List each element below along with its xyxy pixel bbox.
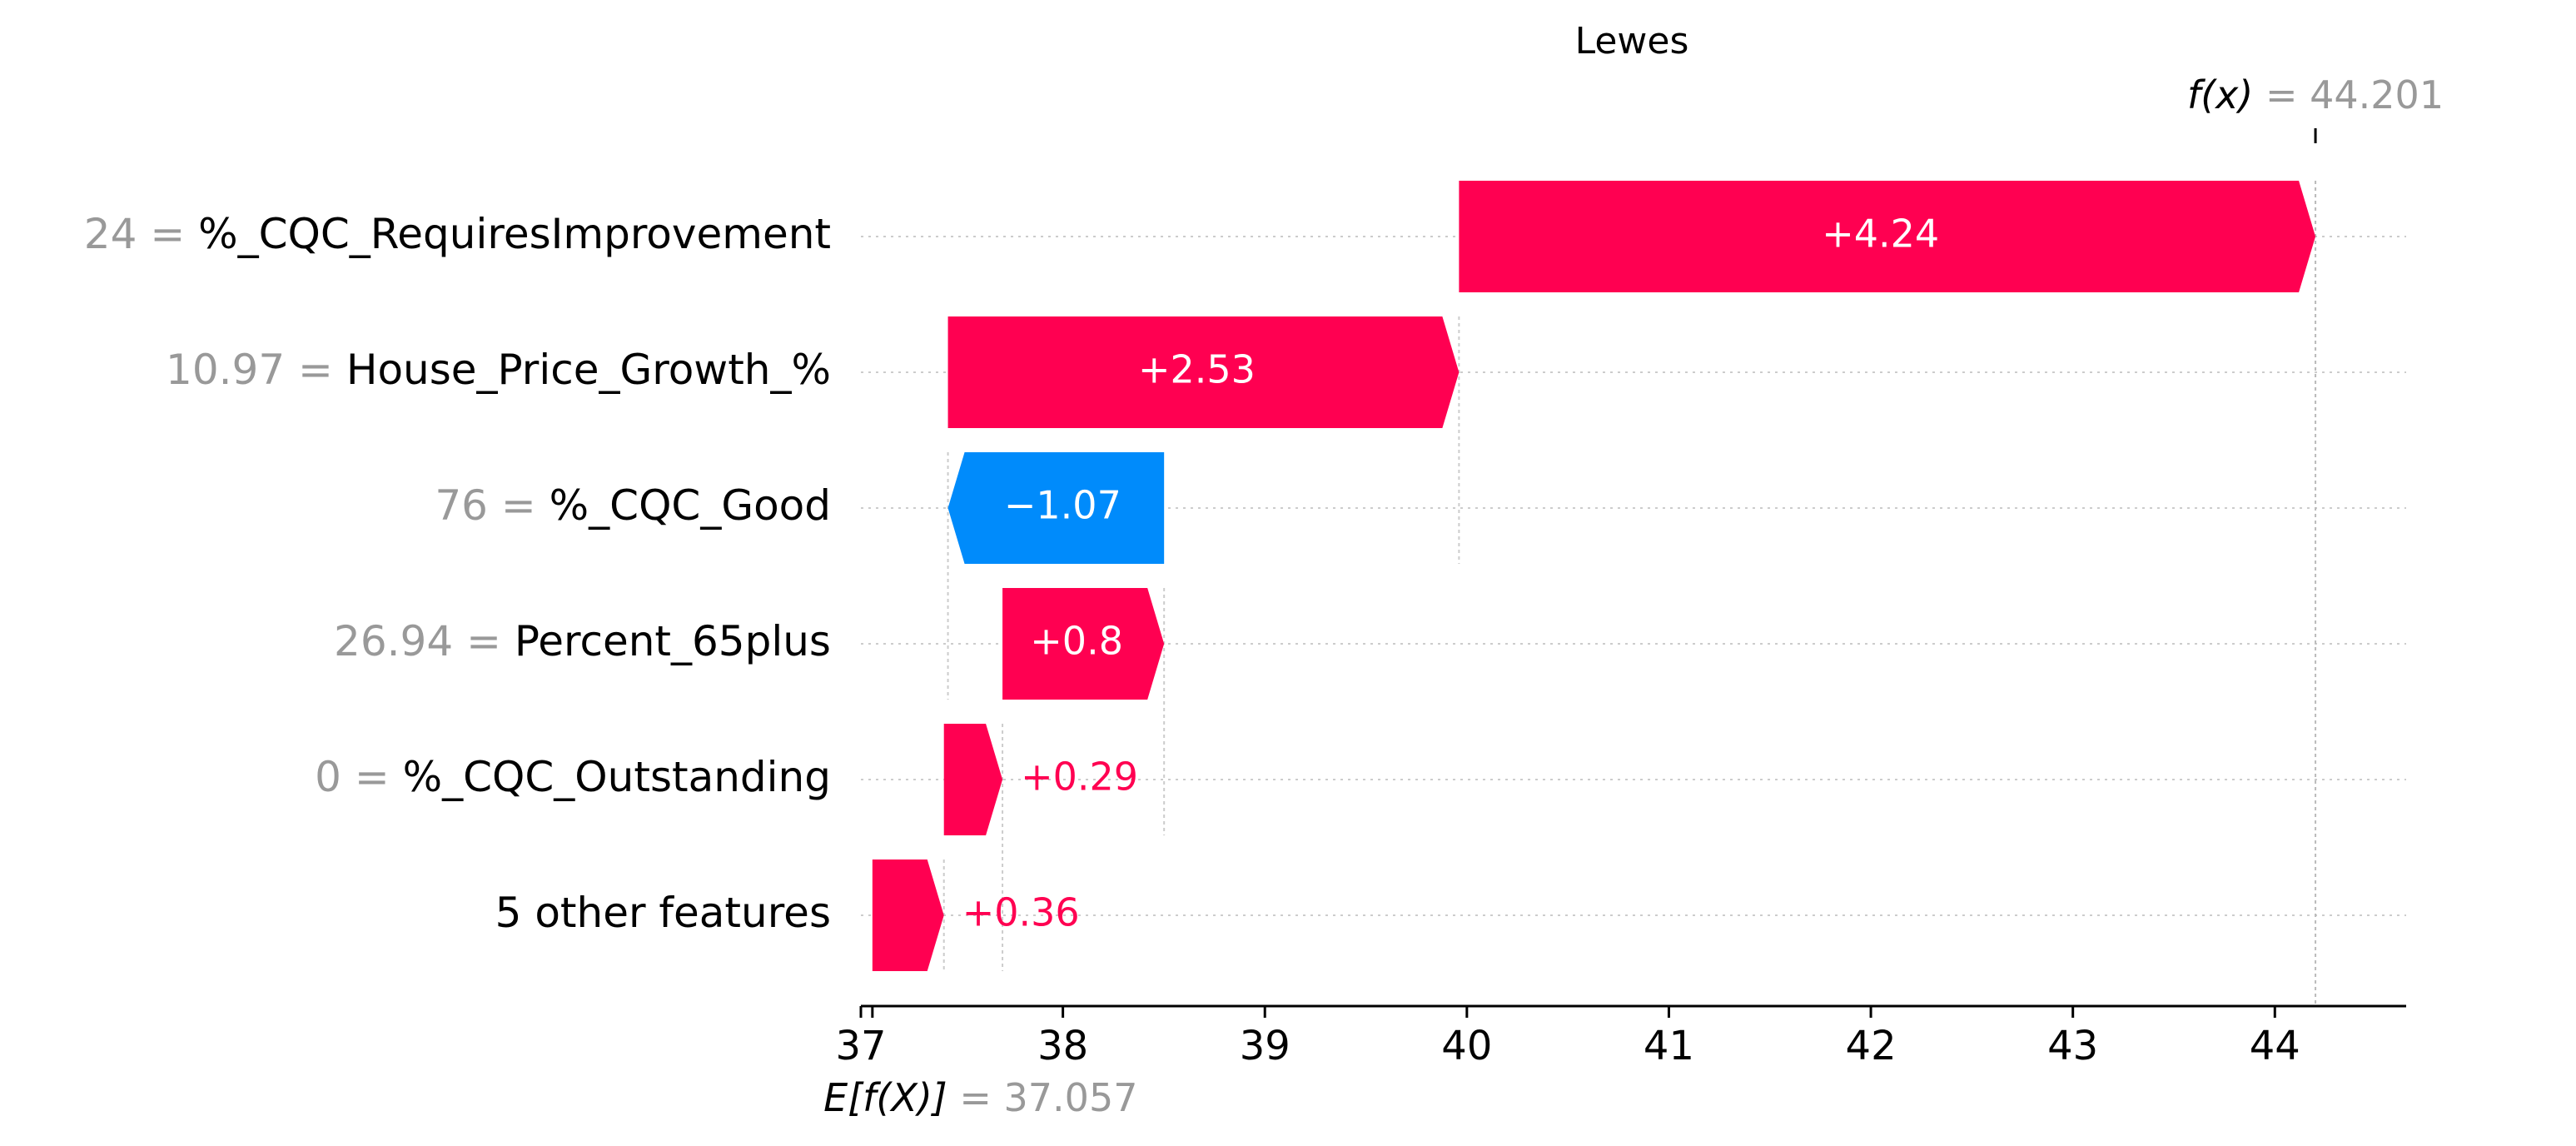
feature-value: 0 = <box>315 753 403 801</box>
feature-name: House_Price_Growth_% <box>346 346 831 394</box>
x-tick-label: 38 <box>1037 1023 1088 1069</box>
base-value-text: = 37.057 <box>947 1075 1138 1120</box>
output-value-label: f(x) <box>2187 72 2253 117</box>
base-value-annotation: E[f(X)] = 37.057 <box>823 1075 1137 1120</box>
feature-labels: 24 = %_CQC_RequiresImprovement 10.97 = Ho… <box>84 210 831 937</box>
feature-label: 10.97 = House_Price_Growth_% <box>166 346 831 394</box>
x-tick-label: 41 <box>1644 1023 1694 1069</box>
feature-value: 76 = <box>435 481 549 530</box>
bar-value-label: −1.07 <box>1004 483 1121 528</box>
x-tick-label: 39 <box>1240 1023 1290 1069</box>
contribution-bar <box>1002 588 1165 700</box>
value-annotations: f(x) = 44.201 E[f(X)] = 37.057 <box>823 72 2444 1120</box>
contribution-bar <box>947 452 1165 564</box>
feature-value: 26.94 = <box>334 617 515 665</box>
feature-value: 10.97 = <box>166 346 346 394</box>
feature-label: 5 other features <box>495 889 831 937</box>
bar-value-label: +0.36 <box>962 890 1080 935</box>
contribution-bars: +4.24 +2.53 −1.07 +0.8 +0.29 +0.36 <box>872 181 2316 971</box>
feature-name: Percent_65plus <box>515 617 831 665</box>
bar-value-label: +4.24 <box>1822 212 1939 257</box>
feature-name: %_CQC_Outstanding <box>403 753 831 801</box>
chart-title: Lewes <box>1575 20 1689 62</box>
x-tick-label: 42 <box>1846 1023 1897 1069</box>
x-tick-label: 40 <box>1441 1023 1492 1069</box>
contribution-bar <box>872 860 944 971</box>
bar-value-label: +0.29 <box>1021 755 1138 800</box>
contribution-bar <box>1459 181 2316 292</box>
bar-value-label: +0.8 <box>1030 619 1123 664</box>
feature-label: 24 = %_CQC_RequiresImprovement <box>84 210 831 258</box>
feature-label: 26.94 = Percent_65plus <box>334 617 831 665</box>
connector-lines <box>942 181 2317 1006</box>
x-axis: 37 38 39 40 41 42 43 44 <box>835 128 2406 1069</box>
bar-value-label: +2.53 <box>1138 347 1256 392</box>
contribution-bar <box>943 724 1003 835</box>
feature-label: 0 = %_CQC_Outstanding <box>315 753 831 801</box>
base-value-label: E[f(X)] <box>823 1075 947 1120</box>
feature-label: 76 = %_CQC_Good <box>435 481 831 530</box>
contribution-bar <box>947 316 1460 428</box>
feature-value: 24 = <box>84 210 198 258</box>
feature-name: %_CQC_RequiresImprovement <box>198 210 831 258</box>
output-value-text: = 44.201 <box>2253 72 2444 117</box>
x-tick-label: 37 <box>835 1023 886 1069</box>
x-tick-label: 44 <box>2250 1023 2300 1069</box>
x-tick-label: 43 <box>2047 1023 2098 1069</box>
feature-name: 5 other features <box>495 889 831 937</box>
output-value-annotation: f(x) = 44.201 <box>2187 72 2444 117</box>
feature-name: %_CQC_Good <box>550 481 831 530</box>
